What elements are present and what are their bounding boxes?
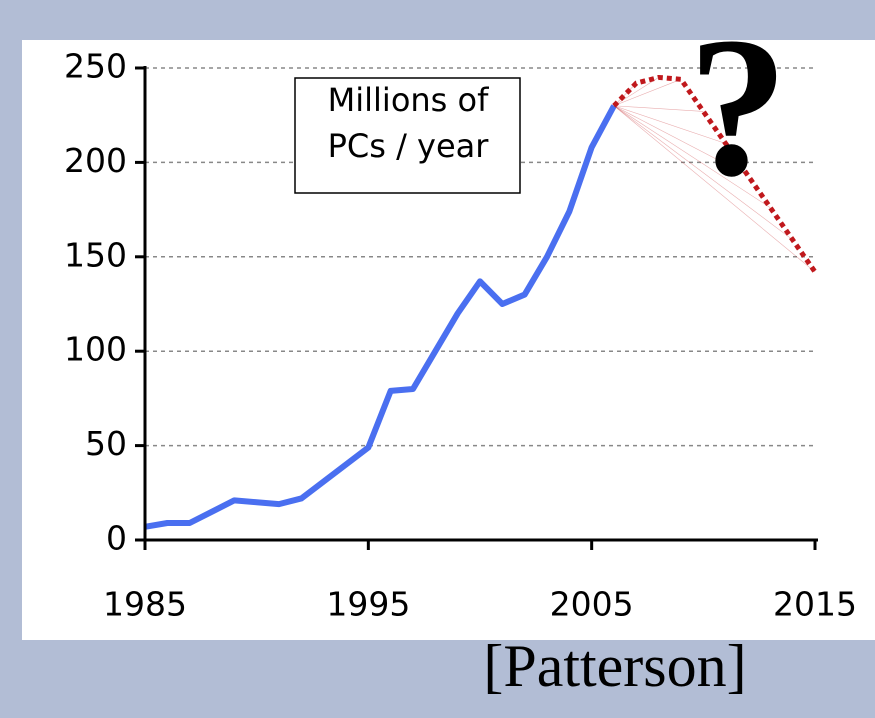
fan-line (613, 105, 726, 144)
fan-line (613, 105, 816, 273)
fan-line (613, 105, 749, 176)
annotation-box (294, 77, 521, 194)
source: [Patterson] (483, 633, 746, 699)
y-tick-label: 150 (64, 235, 127, 274)
fan-line (613, 82, 637, 106)
question-mark: ? (688, 0, 788, 218)
fan-line (613, 79, 682, 107)
series-line (144, 104, 617, 530)
annotation: Millions of (328, 81, 489, 119)
fan-line (613, 105, 771, 208)
x-tick-label: 1995 (326, 585, 410, 624)
fan-line (613, 105, 704, 112)
x-tick-label: 1985 (103, 585, 187, 624)
y-tick-label: 200 (64, 141, 127, 180)
fan-line (613, 105, 793, 241)
y-tick-label: 50 (85, 424, 127, 463)
fan-line (613, 77, 659, 107)
y-tick-label: 0 (106, 519, 127, 558)
y-tick-label: 250 (64, 47, 127, 86)
x-tick-label: 2005 (550, 585, 634, 624)
x-tick-label: 2015 (773, 585, 857, 624)
y-tick-label: 100 (64, 330, 127, 369)
series-line (612, 74, 818, 274)
annotation: PCs / year (328, 127, 490, 165)
